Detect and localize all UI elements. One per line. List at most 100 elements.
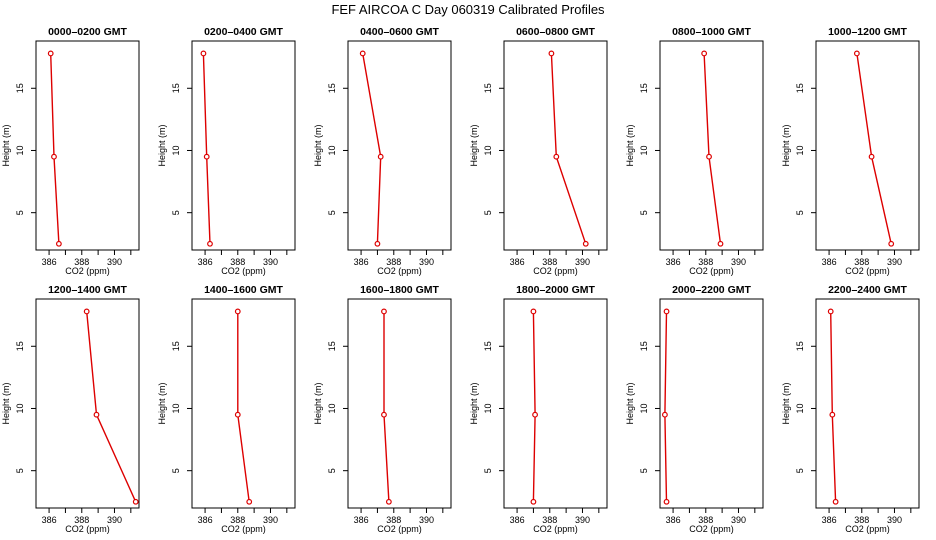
plot-frame [191, 40, 296, 251]
x-axis-label: CO2 (ppm) [377, 524, 422, 534]
y-axis-label: Height (m) [313, 382, 323, 424]
panel-12: 2200–2400 GMT 386 388 390 5 10 15 CO2 (ppm) Heig… [781, 284, 920, 534]
x-tick-label: 390 [887, 257, 902, 267]
x-tick-label: 386 [822, 515, 837, 525]
y-tick-label: 10 [15, 145, 25, 155]
x-tick-label: 390 [107, 257, 122, 267]
y-tick-label: 5 [483, 210, 493, 215]
panel-title: 0400–0600 GMT [360, 26, 439, 38]
x-axis-label: CO2 (ppm) [845, 524, 890, 534]
plot-frame [35, 298, 140, 509]
y-tick-label: 15 [15, 341, 25, 351]
y-tick-label: 5 [795, 468, 805, 473]
data-point [234, 411, 241, 418]
profile-line [383, 311, 390, 502]
data-point [530, 498, 537, 505]
x-tick-label: 388 [698, 257, 713, 267]
profile-line [362, 53, 382, 244]
x-tick-label: 390 [887, 515, 902, 525]
panel-title: 1400–1600 GMT [204, 284, 283, 296]
data-point [706, 153, 712, 160]
y-tick-label: 10 [171, 145, 181, 155]
x-tick-label: 388 [542, 515, 557, 525]
y-axis-label: Height (m) [1, 124, 11, 166]
y-tick-label: 15 [483, 341, 493, 351]
y-tick-label: 15 [639, 83, 649, 93]
x-tick-label: 388 [386, 515, 401, 525]
profile-line [532, 311, 536, 502]
y-tick-label: 5 [483, 468, 493, 473]
x-tick-label: 386 [666, 515, 681, 525]
panel-1: 0000–0200 GMT 386 388 390 5 10 15 CO2 (ppm) Heig… [1, 26, 140, 276]
panel-3: 0400–0600 GMT 386 388 390 5 10 15 CO2 (ppm) Heig… [313, 26, 452, 276]
x-tick-label: 390 [575, 257, 590, 267]
panel-11: 2000–2200 GMT 386 388 390 5 10 15 CO2 (ppm) Heig… [625, 284, 764, 534]
data-point [207, 240, 213, 247]
y-tick-label: 10 [327, 403, 337, 413]
y-axis-label: Height (m) [625, 124, 635, 166]
y-axis-label: Height (m) [313, 124, 323, 166]
y-tick-label: 10 [327, 145, 337, 155]
y-axis-label: Height (m) [781, 382, 791, 424]
x-tick-label: 388 [854, 515, 869, 525]
x-axis-label: CO2 (ppm) [65, 266, 110, 276]
y-tick-label: 15 [327, 341, 337, 351]
x-tick-label: 390 [731, 515, 746, 525]
data-point [853, 50, 860, 57]
profile-line [703, 53, 722, 244]
y-tick-label: 15 [171, 341, 181, 351]
data-point [203, 153, 210, 160]
y-tick-label: 10 [483, 145, 493, 155]
profile-line [550, 53, 587, 245]
data-point [246, 498, 253, 505]
data-point [381, 308, 387, 315]
x-tick-label: 390 [263, 515, 278, 525]
panel-title: 0000–0200 GMT [48, 26, 127, 38]
data-point [832, 498, 839, 505]
y-tick-label: 5 [639, 210, 649, 215]
x-axis-label: CO2 (ppm) [533, 524, 578, 534]
x-tick-label: 386 [666, 257, 681, 267]
x-axis-label: CO2 (ppm) [221, 524, 266, 534]
y-tick-label: 10 [639, 403, 649, 413]
plot-frame [35, 40, 140, 251]
figure-title: FEF AIRCOA C Day 060319 Calibrated Profi… [331, 2, 605, 17]
profile-line [50, 53, 60, 244]
y-tick-label: 15 [795, 83, 805, 93]
x-axis-label: CO2 (ppm) [533, 266, 578, 276]
data-point [374, 240, 381, 247]
panel-9: 1600–1800 GMT 386 388 390 5 10 15 CO2 (ppm) Heig… [313, 284, 452, 534]
panel-6: 1000–1200 GMT 386 388 390 5 10 15 CO2 (ppm) Heig… [781, 26, 920, 276]
data-point [132, 498, 139, 505]
y-tick-label: 5 [795, 210, 805, 215]
y-tick-label: 15 [795, 341, 805, 351]
x-axis-label: CO2 (ppm) [845, 266, 890, 276]
data-point [717, 240, 724, 247]
x-tick-label: 386 [354, 257, 369, 267]
panel-title: 0800–1000 GMT [672, 26, 751, 38]
y-tick-label: 15 [639, 341, 649, 351]
panel-title: 0200–0400 GMT [204, 26, 283, 38]
data-point [662, 411, 668, 418]
data-point [55, 240, 62, 247]
x-tick-label: 388 [386, 257, 401, 267]
plot-frame [815, 40, 920, 251]
x-tick-label: 388 [854, 257, 869, 267]
panel-title: 1600–1800 GMT [360, 284, 439, 296]
y-tick-label: 5 [15, 210, 25, 215]
y-tick-label: 5 [15, 468, 25, 473]
x-tick-label: 388 [230, 257, 245, 267]
data-point [582, 240, 589, 247]
x-axis-label: CO2 (ppm) [377, 266, 422, 276]
plot-frame [659, 40, 764, 251]
x-tick-label: 390 [419, 515, 434, 525]
y-tick-label: 15 [171, 83, 181, 93]
data-point [359, 50, 366, 57]
plot-frame [347, 40, 452, 251]
x-tick-label: 390 [107, 515, 122, 525]
y-tick-label: 15 [15, 83, 25, 93]
x-tick-label: 386 [42, 257, 57, 267]
data-point [83, 308, 90, 315]
data-point [888, 240, 895, 247]
y-tick-label: 5 [171, 210, 181, 215]
